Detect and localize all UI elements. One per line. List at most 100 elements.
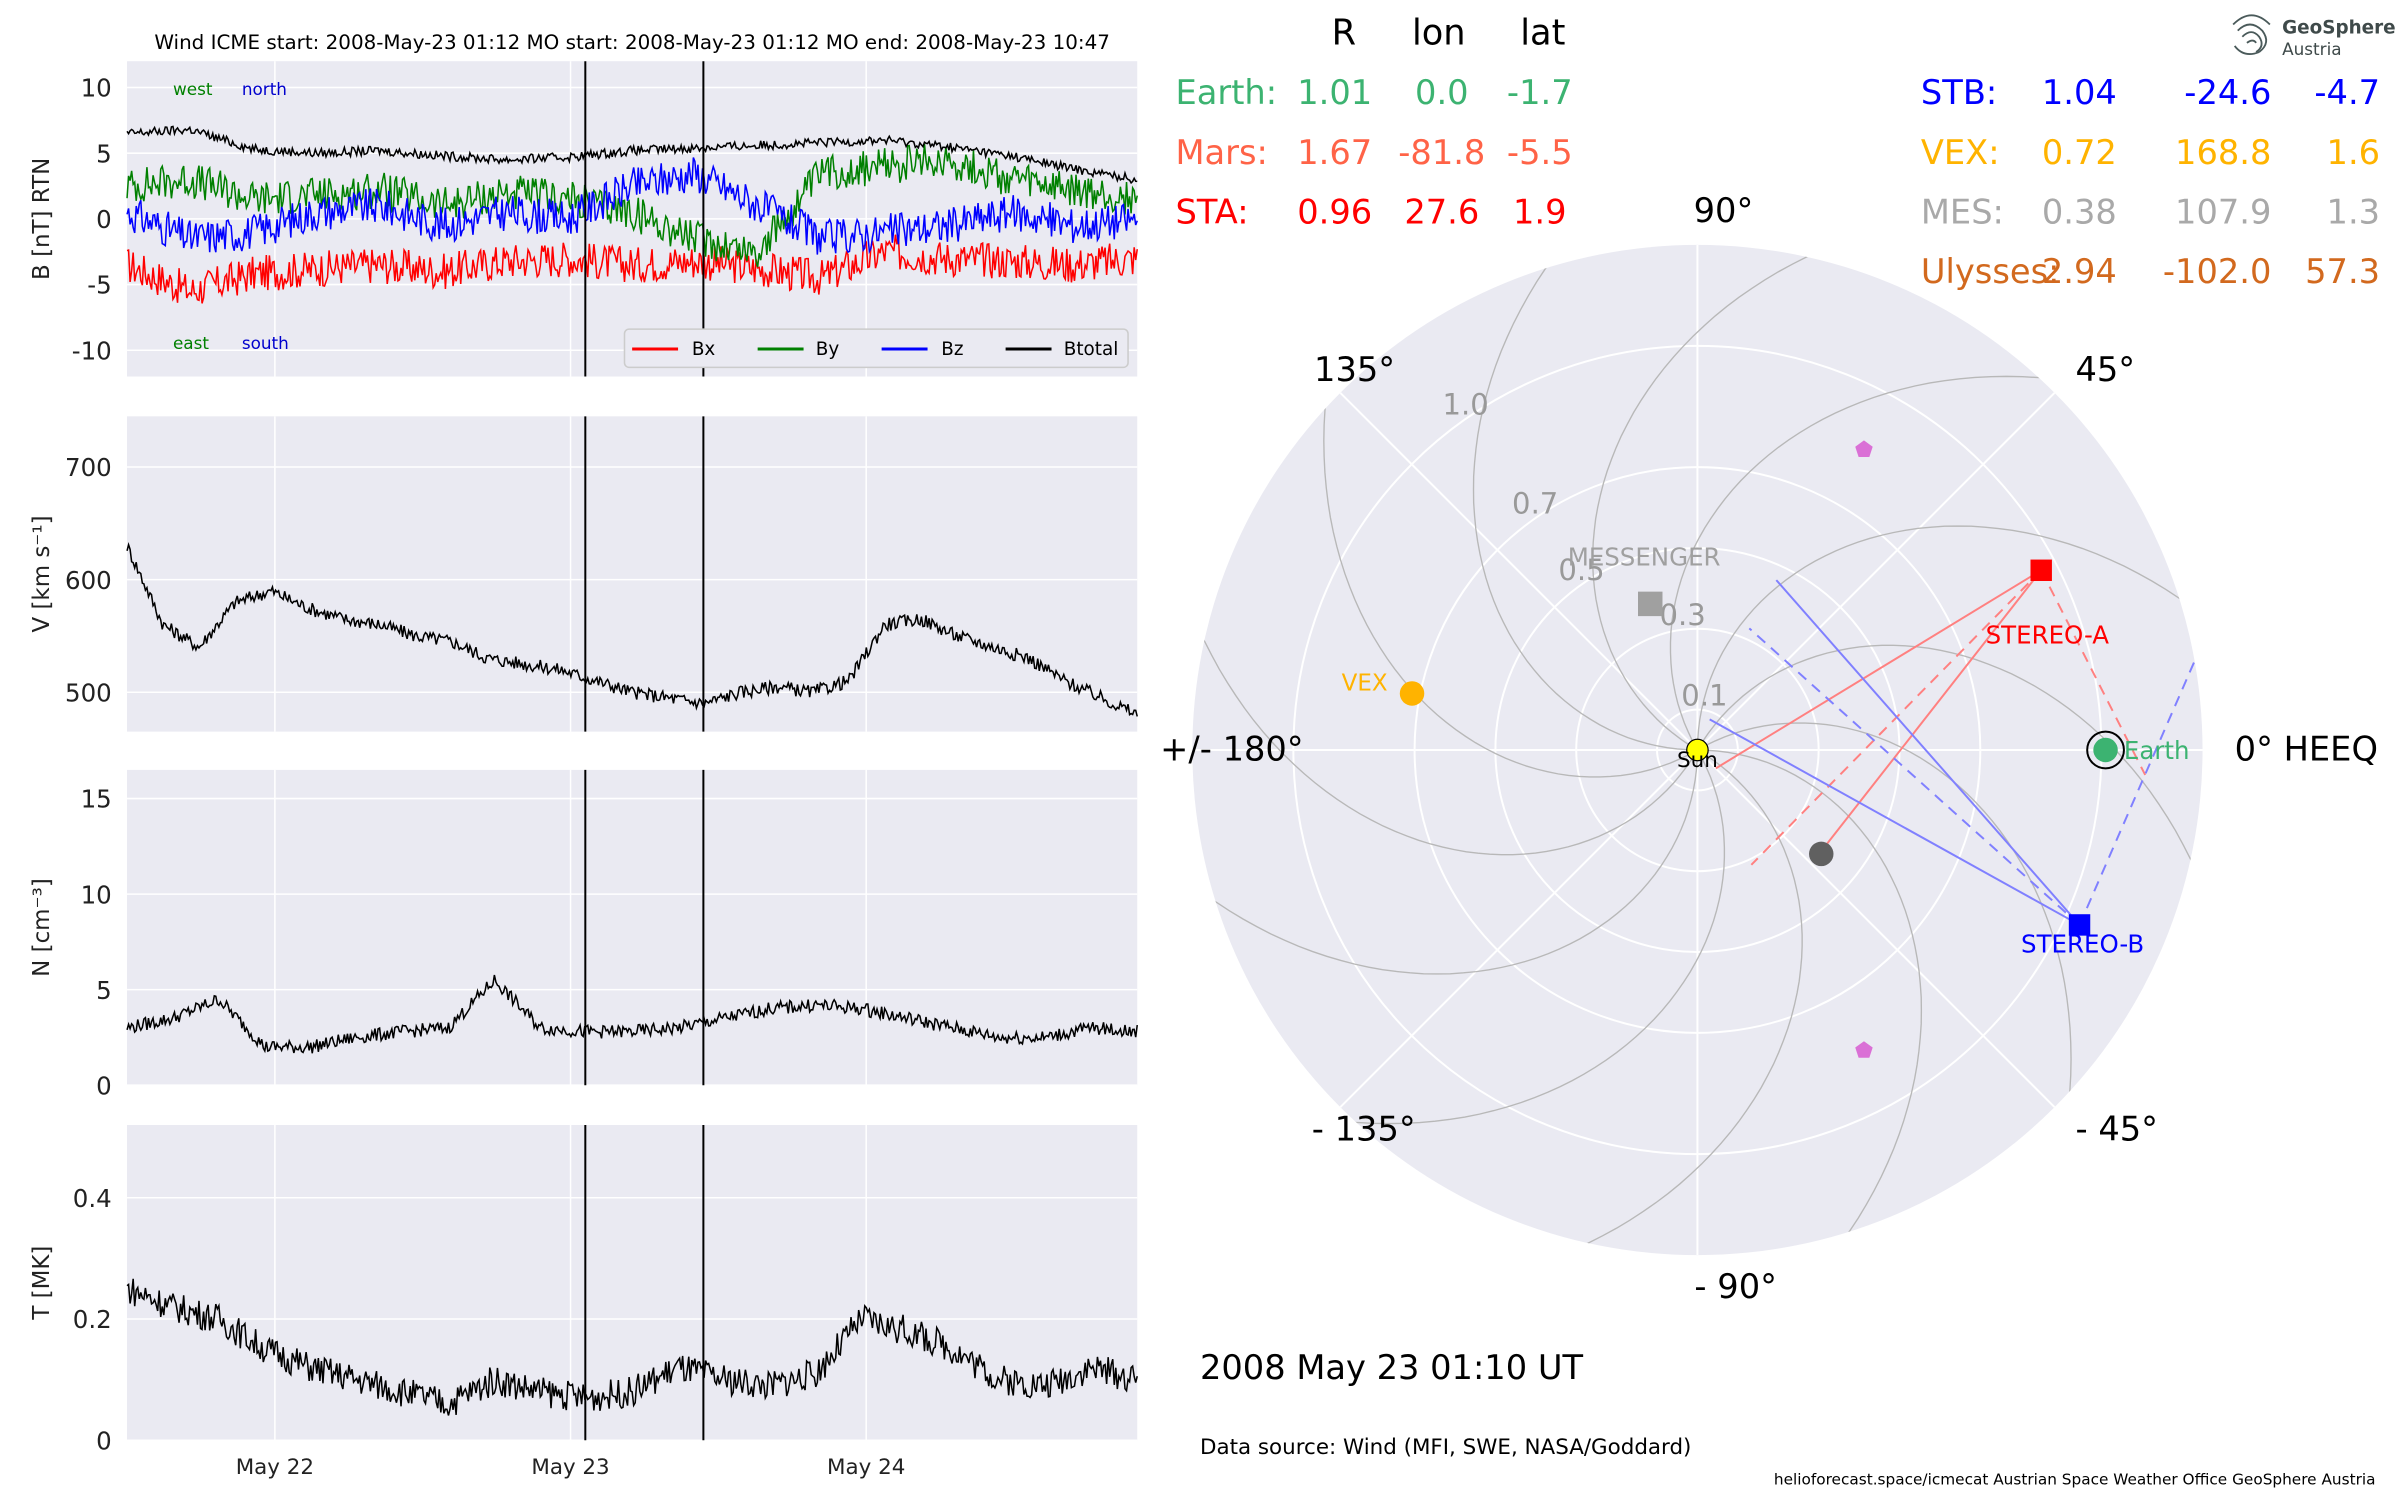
table-header-r: R <box>1332 12 1356 53</box>
n-ylabel: N [cm⁻³] <box>29 878 55 977</box>
angle-label: - 90° <box>1694 1267 1776 1306</box>
table-row-lat: 1.3 <box>2327 192 2381 231</box>
parker-spiral <box>1697 749 1923 1256</box>
earth-ring <box>2086 730 2125 770</box>
y-tick-label: 0 <box>96 1071 112 1100</box>
angle-label: 135° <box>1314 350 1395 389</box>
stb-fov-line <box>1709 718 2081 926</box>
table-row-name: STB: <box>1921 73 1997 112</box>
earth-label: Earth <box>2124 736 2190 765</box>
v-ylabel: V [km s⁻¹] <box>29 515 55 632</box>
table-row-name: Earth: <box>1176 73 1278 112</box>
stb-fov-dashed <box>2078 643 2203 926</box>
table-row-r: 0.72 <box>2042 133 2117 172</box>
table-row-r: 1.67 <box>1297 133 1372 172</box>
radial-tick-label: 0.3 <box>1660 598 1706 632</box>
legend-bx-label: Bx <box>692 339 716 360</box>
radial-tick-label: 1.0 <box>1443 387 1489 421</box>
angle-label: 90° <box>1694 191 1754 230</box>
series-by <box>126 143 1138 268</box>
panel-v-background <box>127 416 1138 732</box>
y-tick-label: 15 <box>81 785 112 814</box>
table-row-lat: 1.6 <box>2327 133 2381 172</box>
sta-fov-line <box>1715 569 2042 770</box>
angle-label: 0° HEEQ <box>2235 730 2378 769</box>
y-tick-label: 0.4 <box>73 1184 112 1213</box>
table-header-lon: lon <box>1412 12 1466 53</box>
legend-by-label: By <box>816 339 840 360</box>
t-ylabel: T [MK] <box>29 1246 55 1321</box>
table-row-lat: -4.7 <box>2314 73 2380 112</box>
x-tick-label: May 24 <box>827 1455 905 1480</box>
parker-spiral <box>1192 749 1699 975</box>
radial-tick-label: 0.1 <box>1681 679 1727 713</box>
messenger-marker <box>1637 591 1663 617</box>
angle-label: +/- 180° <box>1160 730 1303 769</box>
stb-fov-dashed <box>1748 627 2081 926</box>
parker-spiral <box>1472 244 1698 751</box>
dark-body-marker <box>1809 841 1834 867</box>
table-row-r: 0.96 <box>1297 192 1372 231</box>
magenta-pentagon-marker <box>1855 440 1873 458</box>
table-row-name: Ulysses: <box>1921 252 2060 291</box>
x-tick-label: May 23 <box>531 1455 609 1480</box>
y-tick-label: 500 <box>65 678 112 707</box>
series-line <box>126 1278 1138 1416</box>
angle-label: - 135° <box>1312 1109 1416 1148</box>
messenger-label: MESSENGER <box>1568 543 1721 572</box>
table-row-r: 1.04 <box>2042 73 2117 112</box>
b-legend: Bx By Bz Btotal <box>623 328 1129 369</box>
table-row-lat: 1.9 <box>1513 192 1567 231</box>
radial-tick-label: 0.5 <box>1558 553 1604 587</box>
y-tick-label: 0 <box>96 1426 112 1455</box>
logo-line1: GeoSphere <box>2282 18 2396 39</box>
y-tick-label: 5 <box>96 976 112 1005</box>
table-row-name: VEX: <box>1921 133 2000 172</box>
sun-marker <box>1686 738 1709 762</box>
stereo-a-marker <box>2030 559 2052 581</box>
table-row-lon: 107.9 <box>2175 192 2271 231</box>
b-ylabel: B [nT] RTN <box>29 158 55 280</box>
angle-label: - 45° <box>2075 1109 2157 1148</box>
series-bx <box>126 234 1138 304</box>
table-row-r: 1.01 <box>1297 73 1372 112</box>
y-tick-label: 10 <box>81 74 112 103</box>
table-row-lon: -102.0 <box>2163 252 2272 291</box>
parker-spiral <box>1696 525 2203 751</box>
table-row-name: MES: <box>1921 192 2004 231</box>
y-tick-label: 10 <box>81 880 112 909</box>
table-row-r: 0.38 <box>2042 192 2117 231</box>
x-tick-label: May 22 <box>236 1455 314 1480</box>
footer-credits: helioforecast.space/icmecat Austrian Spa… <box>1774 1471 2376 1489</box>
parker-spiral <box>1192 749 1726 1125</box>
vex-marker <box>1399 681 1425 706</box>
legend-bz-label: Bz <box>941 339 963 360</box>
sun-label: Sun <box>1677 748 1718 773</box>
series-bz <box>126 157 1138 255</box>
series-btotal <box>126 125 1138 185</box>
magenta-pentagon-marker <box>1855 1041 1873 1058</box>
legend-frame <box>623 328 1129 369</box>
panel-n-background <box>127 769 1138 1086</box>
parker-spiral <box>1323 244 1698 778</box>
geosphere-logo: GeoSphere Austria <box>2232 14 2396 59</box>
y-tick-label: 5 <box>96 139 112 168</box>
table-row-lat: -5.5 <box>1507 133 1573 172</box>
annotation-east: east <box>173 333 209 353</box>
table-row-name: Mars: <box>1176 133 1268 172</box>
stereo-b-label: STEREO-B <box>2021 929 2144 958</box>
parker-spiral <box>1697 722 2072 1256</box>
y-tick-label: 0 <box>96 205 112 234</box>
annotation-south: south <box>242 333 289 353</box>
table-header-lat: lat <box>1520 12 1565 53</box>
sta-fov-line <box>1813 569 2042 861</box>
earth-marker <box>2093 737 2118 763</box>
y-tick-label: -10 <box>72 336 112 365</box>
radial-tick-label: 0.7 <box>1512 487 1558 521</box>
series-line <box>126 974 1138 1054</box>
parker-spiral <box>1669 375 2203 751</box>
vex-label: VEX <box>1342 670 1388 696</box>
logo-swirl-icon <box>2232 14 2271 55</box>
